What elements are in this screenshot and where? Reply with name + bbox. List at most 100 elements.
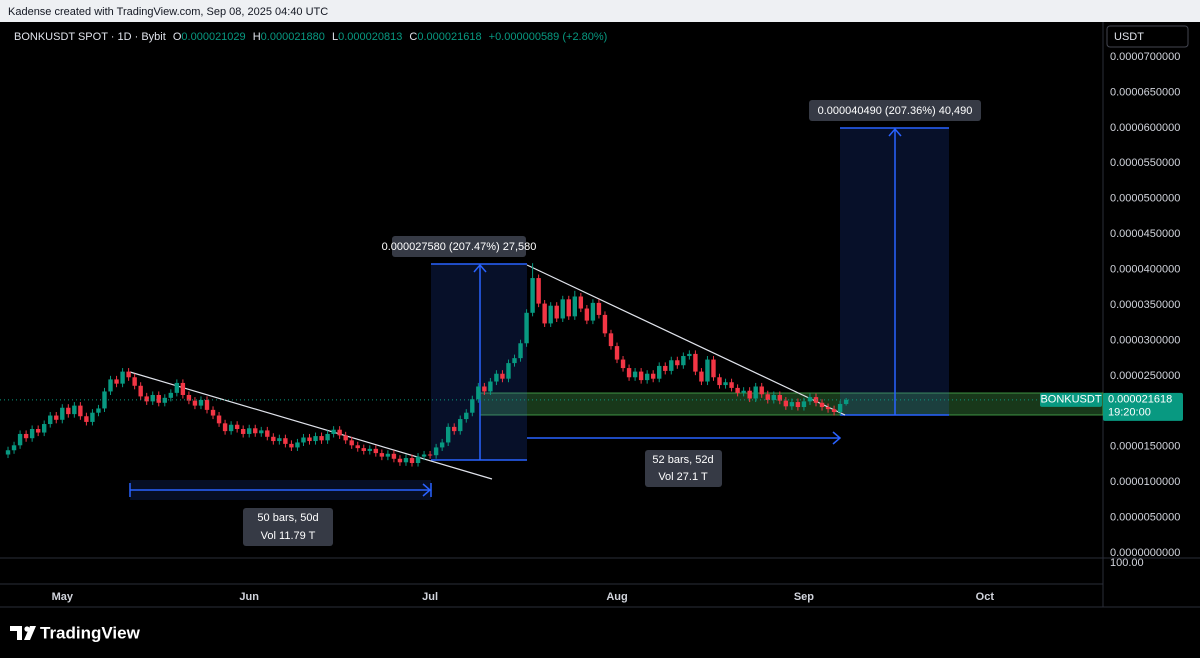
candle-body bbox=[361, 448, 366, 451]
candle-body bbox=[23, 433, 29, 439]
chart-background bbox=[0, 22, 1200, 658]
candle-body bbox=[174, 382, 180, 393]
candle-body bbox=[536, 278, 541, 304]
y-tick-label: 0.0000550000 bbox=[1110, 157, 1180, 169]
candles bbox=[5, 263, 849, 467]
candle-body bbox=[813, 397, 819, 403]
candle-body bbox=[789, 402, 795, 407]
candle-body bbox=[11, 445, 17, 451]
candle-body bbox=[397, 458, 403, 463]
candle-body bbox=[470, 399, 475, 413]
last-price-label: 0.000021618 bbox=[1108, 394, 1172, 406]
candle-body bbox=[48, 415, 53, 425]
candle-body bbox=[337, 429, 342, 436]
symbol: BONKUSDT SPOT · 1D · Bybit bbox=[14, 31, 166, 43]
candle-body bbox=[476, 386, 481, 400]
symbol-tag: BONKUSDT bbox=[1040, 394, 1101, 406]
x-tick-label: Jun bbox=[239, 591, 259, 603]
candle-body bbox=[711, 359, 716, 378]
candle-body bbox=[391, 453, 397, 459]
symbol-tag-box bbox=[1040, 392, 1102, 407]
candle-body bbox=[560, 299, 565, 319]
candle-body bbox=[247, 428, 252, 434]
candle-body bbox=[644, 373, 650, 381]
candle-body bbox=[518, 343, 523, 359]
candle-body bbox=[735, 387, 740, 393]
candle-body bbox=[409, 458, 415, 464]
arrow-head bbox=[473, 263, 487, 273]
candle-body bbox=[228, 424, 234, 432]
candle-body bbox=[35, 428, 41, 433]
y-tick-label: 0.0000600000 bbox=[1110, 122, 1180, 134]
candle-body bbox=[801, 401, 807, 408]
label-box bbox=[392, 236, 526, 257]
candle-body bbox=[307, 437, 312, 442]
candle-body bbox=[584, 308, 590, 321]
label-box bbox=[809, 100, 981, 121]
top-strip bbox=[0, 0, 1200, 22]
candle-body bbox=[192, 400, 198, 406]
candle-body bbox=[156, 394, 161, 403]
candle-body bbox=[843, 399, 849, 404]
candle-body bbox=[506, 363, 511, 379]
arrow-head bbox=[888, 127, 902, 137]
label-box bbox=[243, 508, 333, 546]
candle-body bbox=[819, 402, 825, 408]
candle-body bbox=[669, 360, 674, 371]
candle-body bbox=[464, 412, 469, 420]
candle-body bbox=[367, 448, 372, 451]
candle-body bbox=[705, 359, 710, 382]
candle-body bbox=[771, 394, 776, 400]
candle-body bbox=[783, 400, 789, 407]
candle-body bbox=[313, 436, 318, 442]
candle-body bbox=[620, 359, 626, 369]
candle-body bbox=[759, 386, 764, 395]
candle-body bbox=[765, 394, 770, 400]
candle-body bbox=[17, 433, 23, 446]
candle-body bbox=[349, 440, 354, 446]
candle-body bbox=[482, 386, 487, 392]
candle-body bbox=[132, 377, 137, 386]
candle-body bbox=[277, 438, 282, 442]
candle-body bbox=[524, 312, 529, 344]
candle-body bbox=[578, 296, 584, 309]
candle-body bbox=[566, 299, 571, 317]
candle-body bbox=[204, 399, 210, 410]
candle-body bbox=[657, 365, 662, 379]
y-tick-label: 0.0000650000 bbox=[1110, 86, 1180, 98]
candle-body bbox=[210, 409, 216, 416]
candle-body bbox=[795, 402, 801, 408]
last-price-box bbox=[1103, 392, 1183, 421]
arrow-head bbox=[832, 431, 842, 445]
ohlc-key: L bbox=[332, 31, 338, 43]
y-tick-label: 0.0000400000 bbox=[1110, 263, 1180, 275]
candle-body bbox=[265, 430, 270, 437]
measure-label: 0.000027580 (207.47%) 27,580 bbox=[382, 241, 537, 253]
candle-body bbox=[343, 435, 348, 441]
candle-body bbox=[638, 371, 644, 381]
candle-body bbox=[216, 415, 222, 424]
candle-body bbox=[675, 360, 680, 366]
ohlc-value: 0.000021029 bbox=[181, 31, 245, 43]
candle-body bbox=[554, 305, 559, 319]
candle-body bbox=[373, 448, 379, 454]
candle-body bbox=[488, 381, 493, 392]
change: +0.000000589 (+2.80%) bbox=[489, 31, 608, 43]
ohlc-value: 0.000021618 bbox=[417, 31, 481, 43]
candle-body bbox=[663, 365, 668, 371]
candle-body bbox=[295, 442, 300, 448]
candle-body bbox=[84, 416, 89, 422]
candle-body bbox=[60, 407, 65, 420]
ohlc-key: O bbox=[173, 31, 182, 43]
candle-body bbox=[415, 456, 421, 464]
candle-body bbox=[590, 302, 596, 321]
trend-line bbox=[526, 264, 846, 416]
y-tick-label: 0.0000300000 bbox=[1110, 334, 1180, 346]
range-volume: Vol 27.1 T bbox=[658, 471, 708, 483]
candle-body bbox=[283, 438, 288, 444]
candle-body bbox=[512, 358, 517, 364]
candle-body bbox=[78, 405, 83, 417]
candle-body bbox=[325, 433, 330, 441]
candle-body bbox=[96, 408, 101, 413]
